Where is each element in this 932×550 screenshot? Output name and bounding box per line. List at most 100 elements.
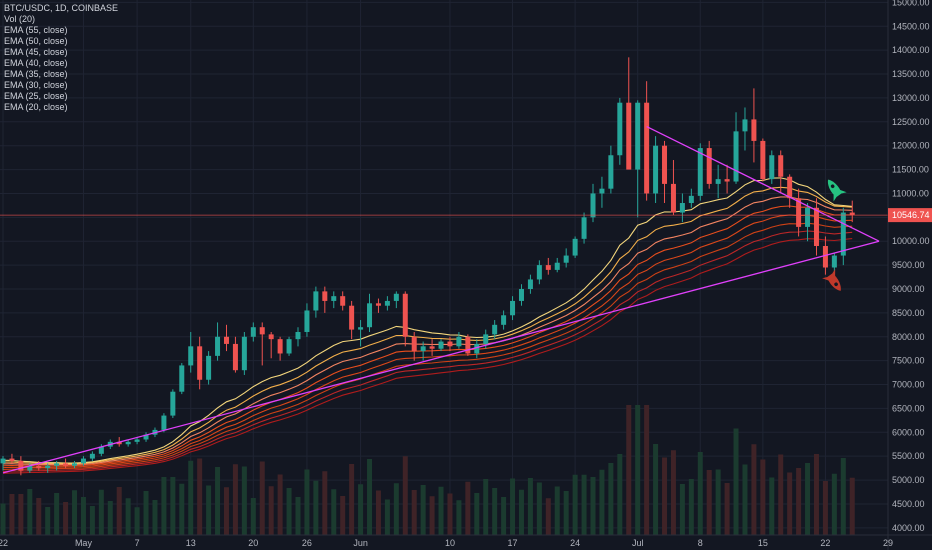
x-tick-label: 22 xyxy=(0,538,8,548)
volume-bar xyxy=(787,472,793,535)
candle-body xyxy=(161,415,167,430)
candle-body xyxy=(349,305,355,330)
legend-ema-30[interactable]: EMA (30, close) xyxy=(4,80,68,90)
candle-body xyxy=(89,453,95,459)
candle-body xyxy=(653,145,659,194)
trendline-lower xyxy=(2,240,880,474)
candle-body xyxy=(411,336,417,352)
candle-body xyxy=(215,336,221,356)
volume-bar xyxy=(447,493,453,535)
volume-bar xyxy=(72,490,78,535)
candle-body xyxy=(688,195,694,204)
ema-line-45 xyxy=(2,222,853,471)
legend-ema-45[interactable]: EMA (45, close) xyxy=(4,47,68,57)
volume-bar xyxy=(653,444,659,535)
candle-body xyxy=(63,463,69,466)
y-tick-label: 14000.00 xyxy=(892,45,930,55)
candle-body xyxy=(465,336,471,354)
y-tick-label: 12000.00 xyxy=(892,141,930,151)
legend-ema-50[interactable]: EMA (50, close) xyxy=(4,36,68,46)
rocket-window xyxy=(834,282,838,287)
candle-body xyxy=(778,155,784,177)
candle-body xyxy=(340,296,346,306)
volume-bar xyxy=(384,499,390,535)
legend-ema-55[interactable]: EMA (55, close) xyxy=(4,25,68,35)
candle-body xyxy=(80,458,86,464)
volume-bar xyxy=(250,498,256,535)
volume-bar xyxy=(367,459,373,535)
volume-bar xyxy=(241,466,247,535)
candle-body xyxy=(72,463,78,466)
candle-body xyxy=(277,339,283,354)
y-tick-label: 9000.00 xyxy=(892,284,925,294)
volume-bar xyxy=(63,502,69,535)
volume-bar xyxy=(143,491,149,535)
volume-bar xyxy=(662,457,668,535)
candle-body xyxy=(635,102,641,170)
legend-vol[interactable]: Vol (20) xyxy=(4,14,36,24)
candle-body xyxy=(805,207,811,227)
volume-bar xyxy=(322,471,328,535)
y-tick-label: 15000.00 xyxy=(892,0,930,7)
volume-bar xyxy=(670,450,676,535)
candles xyxy=(0,57,855,476)
candle-body xyxy=(626,102,632,170)
legend-ema-25[interactable]: EMA (25, close) xyxy=(4,91,68,101)
candle-body xyxy=(840,212,846,256)
legend-ema-35[interactable]: EMA (35, close) xyxy=(4,69,68,79)
volume-bar xyxy=(510,478,516,535)
volume-bar xyxy=(393,483,399,535)
volume-bar xyxy=(608,463,614,535)
candle-body xyxy=(420,346,426,352)
volume-bar xyxy=(54,493,60,535)
candle-body xyxy=(358,327,364,330)
volume-bar xyxy=(590,477,596,535)
candle-body xyxy=(474,343,480,354)
x-tick-label: 10 xyxy=(445,538,455,548)
volume-bar xyxy=(545,498,551,535)
y-tick-label: 13000.00 xyxy=(892,93,930,103)
x-tick-label: Jun xyxy=(353,538,368,548)
volume-bar xyxy=(536,482,542,535)
candle-body xyxy=(206,355,212,380)
candle-body xyxy=(715,179,721,184)
candle-body xyxy=(197,346,203,380)
candle-body xyxy=(599,188,605,194)
candle-body xyxy=(581,217,587,239)
volume-bar xyxy=(9,494,15,535)
volume-bar xyxy=(760,459,766,535)
y-tick-label: 10000.00 xyxy=(892,236,930,246)
ema-ribbon xyxy=(2,177,853,474)
x-tick-label: 22 xyxy=(820,538,830,548)
candle-body xyxy=(331,296,337,301)
candle-body xyxy=(617,102,623,156)
volume-bar xyxy=(268,486,274,535)
x-tick-label: 29 xyxy=(883,538,893,548)
candle-body xyxy=(572,238,578,256)
volume-bar xyxy=(688,479,694,535)
volume-bar xyxy=(259,461,265,535)
ema-line-40 xyxy=(2,214,853,469)
legend-ema-20[interactable]: EMA (20, close) xyxy=(4,102,68,112)
legend: BTC/USDC, 1D, COINBASE Vol (20) EMA (55,… xyxy=(4,3,118,113)
y-tick-label: 12500.00 xyxy=(892,117,930,127)
candle-body xyxy=(510,300,516,316)
x-tick-label: 26 xyxy=(302,538,312,548)
candle-body xyxy=(241,336,247,371)
volume-bar xyxy=(107,501,113,535)
legend-ema-40[interactable]: EMA (40, close) xyxy=(4,58,68,68)
time-axis[interactable]: 22 May 7 13 20 26 Jun 10 17 24 Jul 8 15 22 29 xyxy=(0,534,932,548)
candle-body xyxy=(706,148,712,184)
volume-bar xyxy=(742,464,748,535)
volume-bar xyxy=(232,464,238,535)
price-axis[interactable]: 4000.00 4500.00 5000.00 5500.00 6000.00 6500.… xyxy=(887,0,932,550)
candle-body xyxy=(295,331,301,340)
volume-bar xyxy=(483,479,489,535)
candle-body xyxy=(796,198,802,227)
candle-body xyxy=(313,291,319,311)
symbol-line[interactable]: BTC/USDC, 1D, COINBASE xyxy=(4,3,119,13)
y-tick-label: 7500.00 xyxy=(892,356,925,366)
candle-body xyxy=(527,279,533,289)
volume-bar xyxy=(223,487,229,535)
